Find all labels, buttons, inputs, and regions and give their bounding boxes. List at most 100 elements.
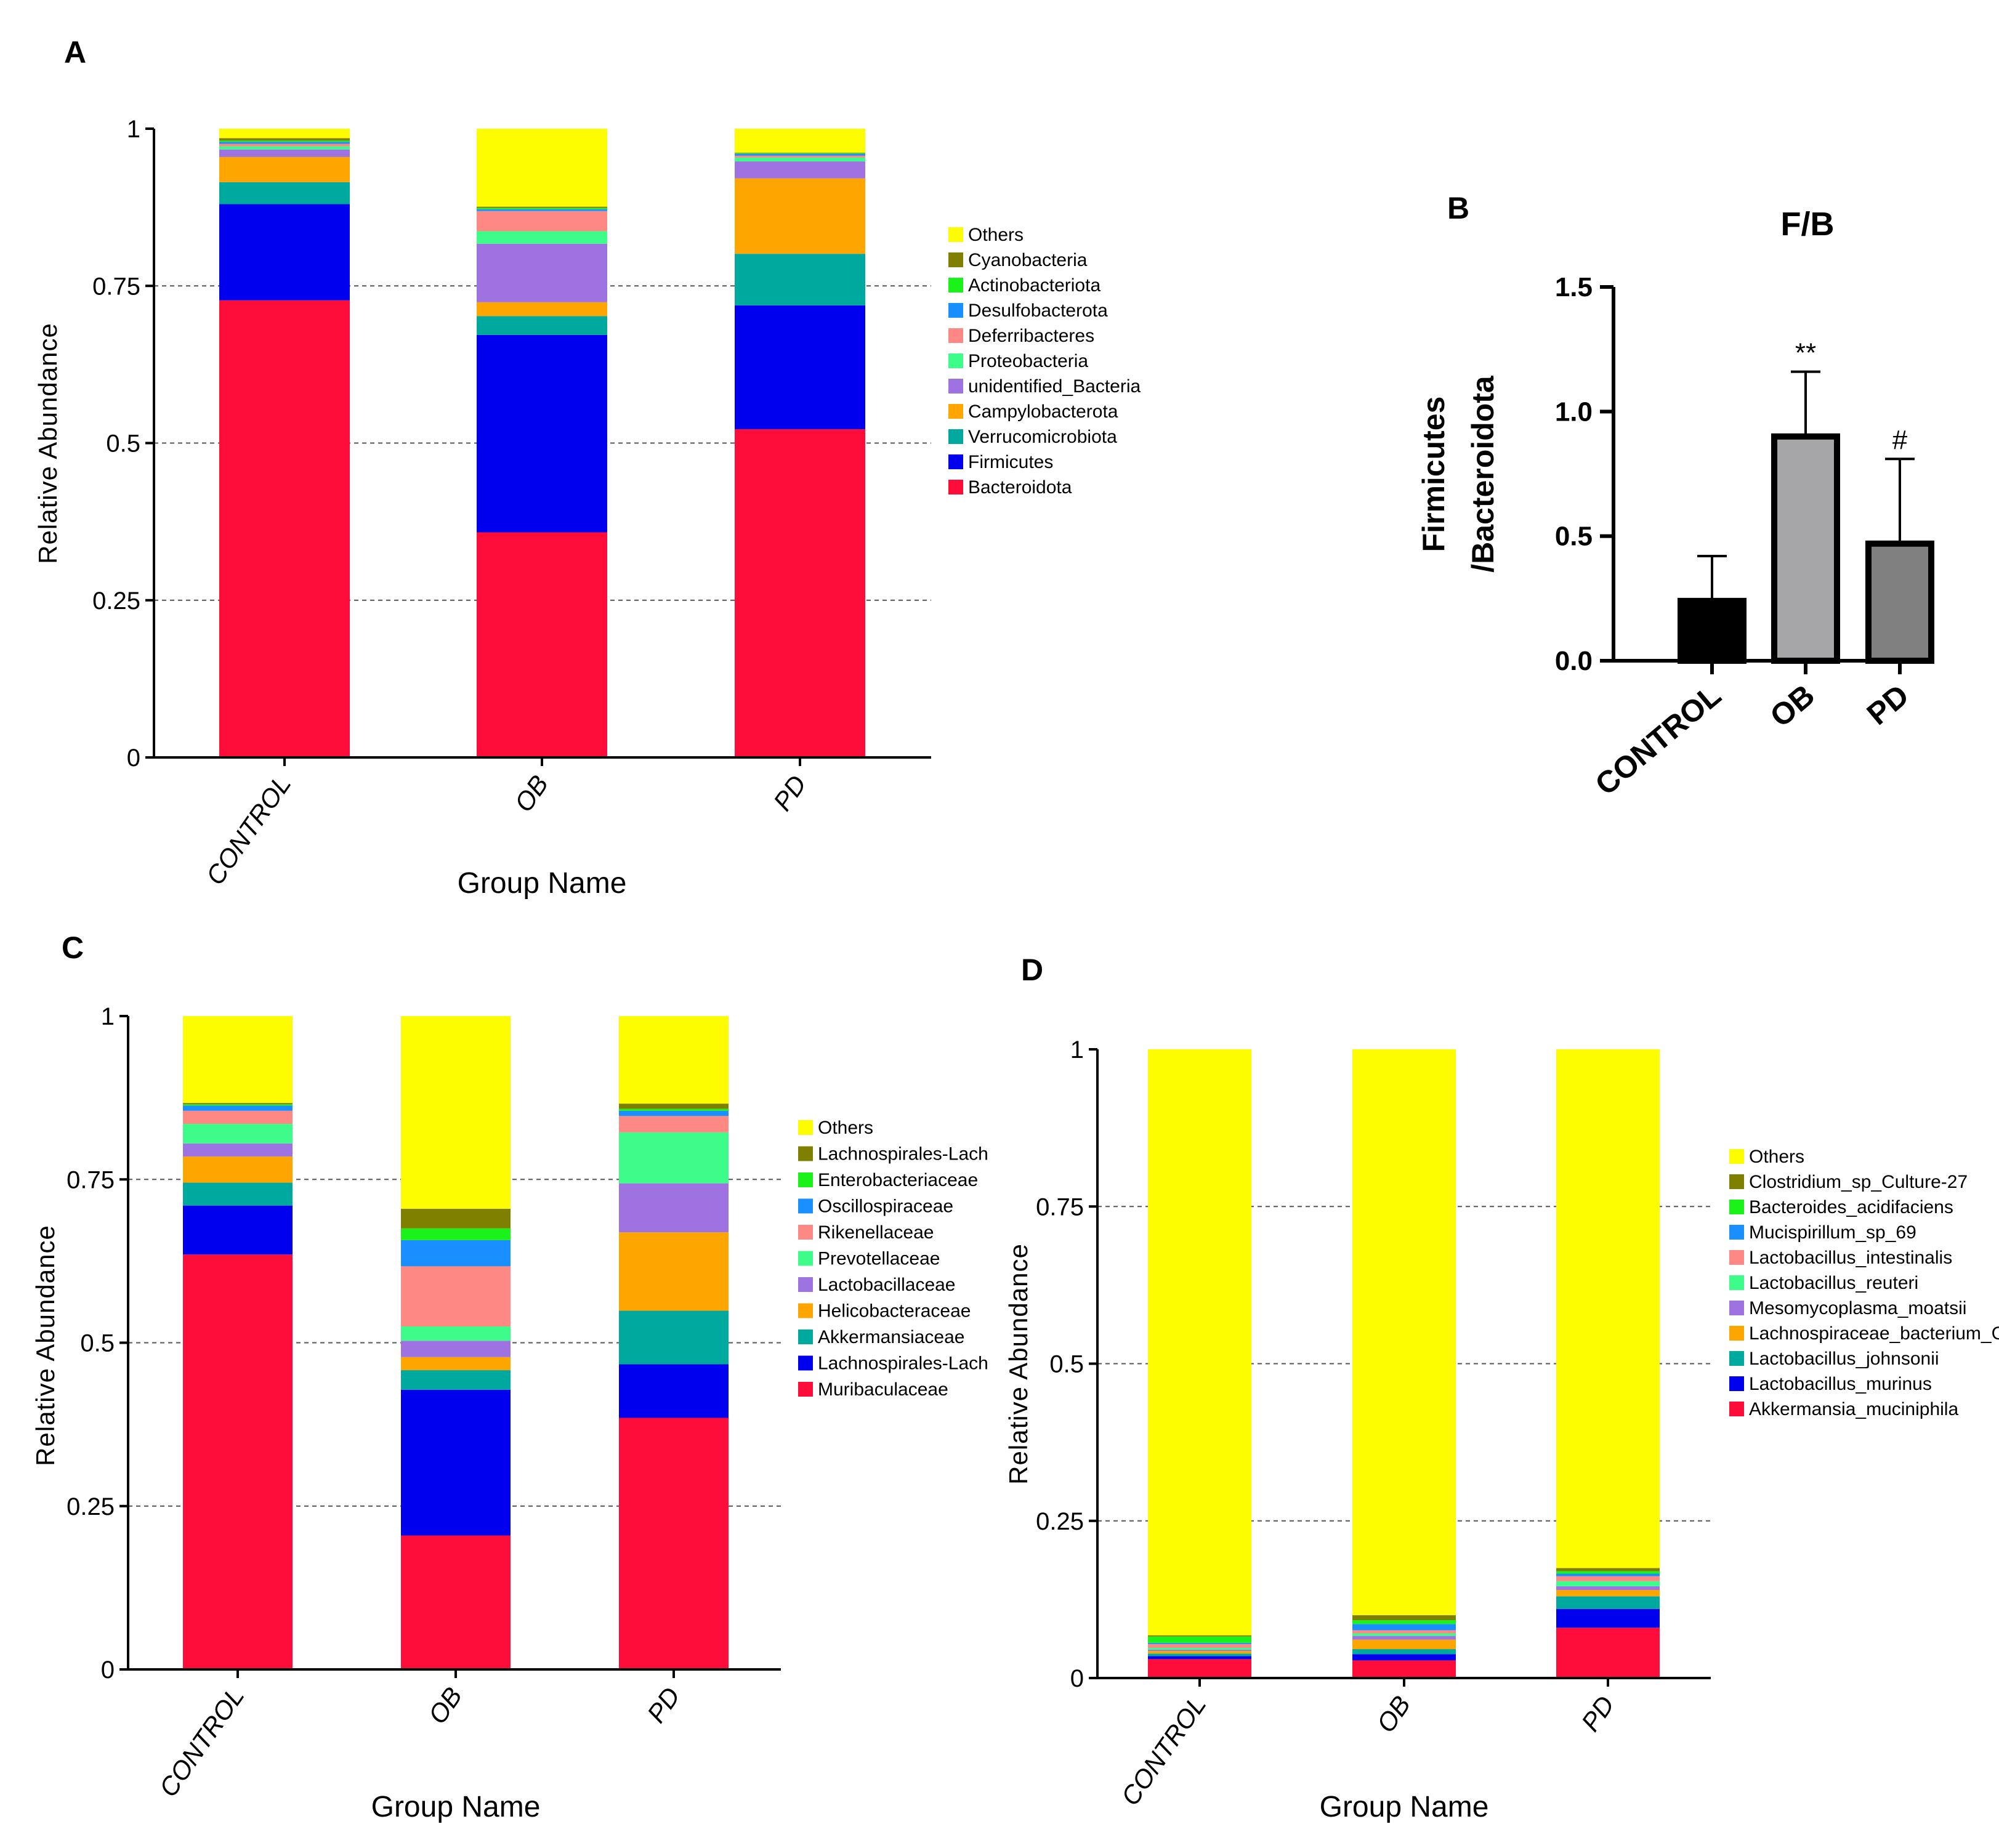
bar-ob-proteobacteria bbox=[477, 231, 607, 244]
legend-label-mesomycoplasma-moatsii: Mesomycoplasma_moatsii bbox=[1749, 1298, 1966, 1318]
y-tick-label: 1.5 bbox=[1555, 272, 1593, 302]
legend-swatch-mucispirillum-sp-69 bbox=[1729, 1225, 1744, 1240]
legend-label-mucispirillum-sp-69: Mucispirillum_sp_69 bbox=[1749, 1222, 1916, 1243]
legend-swatch-others bbox=[948, 227, 963, 242]
legend-label-proteobacteria: Proteobacteria bbox=[968, 351, 1088, 371]
y-tick-label: 0.5 bbox=[106, 430, 140, 458]
bar-ob-prevotellaceae bbox=[401, 1326, 511, 1341]
x-axis-title: Group Name bbox=[371, 1791, 541, 1823]
legend-swatch-deferribacteres bbox=[948, 328, 963, 343]
y-tick-label: 0 bbox=[127, 744, 140, 772]
bar-pd-lactobacillaceae bbox=[619, 1183, 729, 1233]
legend-swatch-lachnospirales-lach bbox=[798, 1355, 813, 1371]
panel-c: C 0 0.25 0.5 0.75 1 CONTROL OB PD Relative Abunda… bbox=[31, 930, 988, 1823]
x-tick-label-ob: OB bbox=[1371, 1690, 1416, 1738]
bar-control-lactobacillus-reuteri bbox=[1148, 1647, 1251, 1650]
bar-pd-lachnospirales-lach bbox=[619, 1364, 729, 1418]
bar-control-firmicutes bbox=[219, 204, 350, 301]
x-tick-label-pd: PD bbox=[1860, 678, 1915, 732]
bar-ob-others bbox=[1352, 1049, 1456, 1615]
legend-label-lactobacillus-murinus: Lactobacillus_murinus bbox=[1749, 1374, 1932, 1394]
legend-label-deferribacteres: Deferribacteres bbox=[968, 326, 1094, 346]
bar-pd-unidentified-bacteria bbox=[735, 161, 865, 179]
bar-pd-lachnospiraceae-bacterium-coe1 bbox=[1556, 1590, 1660, 1597]
bar-pd-bacteroides-acidifaciens bbox=[1556, 1571, 1660, 1574]
x-axis-title: Group Name bbox=[458, 867, 627, 900]
y-tick-label: 0.75 bbox=[92, 273, 140, 300]
legend-swatch-bacteroides-acidifaciens bbox=[1729, 1200, 1744, 1214]
legend-label-unidentified-bacteria: unidentified_Bacteria bbox=[968, 376, 1141, 397]
legend-label-others: Others bbox=[1749, 1147, 1804, 1167]
bar-pd bbox=[1865, 540, 1934, 664]
legend-label-prevotellaceae: Prevotellaceae bbox=[818, 1249, 940, 1269]
bar-pd-enterobacteriaceae bbox=[619, 1108, 729, 1111]
y-tick-label: 0.5 bbox=[1049, 1351, 1084, 1378]
panel-letter: C bbox=[62, 930, 84, 965]
panel-a: A 0 0.25 0.5 0.75 1 CONTROL OB PD Relative Abunda… bbox=[33, 35, 1141, 900]
bar-pd-akkermansia-muciniphila bbox=[1556, 1628, 1660, 1678]
legend-swatch-oscillospiraceae bbox=[798, 1198, 813, 1214]
bar-ob-lactobacillus-reuteri bbox=[1352, 1633, 1456, 1636]
bar-pd-akkermansiaceae bbox=[619, 1310, 729, 1365]
bar-control-desulfobacterota bbox=[219, 142, 350, 144]
bar-pd-prevotellaceae bbox=[619, 1132, 729, 1184]
bar-control-rikenellaceae bbox=[183, 1110, 293, 1124]
legend-swatch-lactobacillaceae bbox=[798, 1277, 813, 1292]
legend-label-lachnospirales-lach: Lachnospirales-Lach bbox=[818, 1354, 988, 1374]
bar-pd-clostridium-sp-culture-27 bbox=[1556, 1568, 1660, 1572]
bar-control-unidentified-bacteria bbox=[219, 149, 350, 157]
legend-swatch-muribaculaceae bbox=[798, 1382, 813, 1397]
bar-ob-others bbox=[477, 129, 607, 207]
bar-ob-lactobacillus-johnsonii bbox=[1352, 1649, 1456, 1655]
bar-control-muribaculaceae bbox=[183, 1254, 293, 1669]
bar-ob-lactobacillus-intestinalis bbox=[1352, 1630, 1456, 1634]
y-tick-label: 0.25 bbox=[67, 1493, 115, 1520]
legend-swatch-verrucomicrobiota bbox=[948, 429, 963, 444]
bar-control-clostridium-sp-culture-27 bbox=[1148, 1635, 1251, 1637]
bar-control-enterobacteriaceae bbox=[183, 1104, 293, 1106]
bar-control-verrucomicrobiota bbox=[219, 182, 350, 204]
legend-swatch-lactobacillus-johnsonii bbox=[1729, 1351, 1744, 1366]
bar-control-campylobacterota bbox=[219, 156, 350, 182]
legend-swatch-akkermansia-muciniphila bbox=[1729, 1402, 1744, 1416]
bar-ob-enterobacteriaceae bbox=[401, 1228, 511, 1240]
legend-label-lactobacillus-johnsonii: Lactobacillus_johnsonii bbox=[1749, 1349, 1939, 1369]
bar-pd-rikenellaceae bbox=[619, 1116, 729, 1132]
legend-label-others: Others bbox=[818, 1118, 873, 1138]
legend-swatch-others bbox=[1729, 1149, 1744, 1164]
legend-swatch-bacteroidota bbox=[948, 480, 963, 494]
legend-swatch-mesomycoplasma-moatsii bbox=[1729, 1301, 1744, 1315]
legend-label-oscillospiraceae: Oscillospiraceae bbox=[818, 1196, 953, 1217]
bar-pd-lactobacillus-murinus bbox=[1556, 1608, 1660, 1628]
x-tick-label-ob: OB bbox=[509, 770, 554, 817]
bar-ob-lachnospirales-lach bbox=[401, 1389, 511, 1536]
legend-label-akkermansia-muciniphila: Akkermansia_muciniphila bbox=[1749, 1399, 1958, 1419]
bar-pd-desulfobacterota bbox=[735, 153, 865, 156]
legend-swatch-cyanobacteria bbox=[948, 252, 963, 267]
bar-control-lactobacillus-murinus bbox=[1148, 1656, 1251, 1660]
bar-control-lactobacillus-intestinalis bbox=[1148, 1644, 1251, 1648]
bar-control-mesomycoplasma-moatsii bbox=[1148, 1650, 1251, 1652]
legend-label-lactobacillus-reuteri: Lactobacillus_reuteri bbox=[1749, 1273, 1918, 1293]
x-tick-label-pd: PD bbox=[1575, 1690, 1620, 1737]
legend-swatch-helicobacteraceae bbox=[798, 1303, 813, 1318]
legend-swatch-lachnospirales-lach bbox=[798, 1146, 813, 1161]
legend-label-bacteroides-acidifaciens: Bacteroides_acidifaciens bbox=[1749, 1197, 1953, 1217]
bar-pd-muribaculaceae bbox=[619, 1418, 729, 1669]
bar-ob-firmicutes bbox=[477, 334, 607, 533]
bar-ob-actinobacteriota bbox=[477, 208, 607, 209]
y-tick-label: 0 bbox=[1070, 1665, 1084, 1692]
y-tick-label: 0.25 bbox=[1036, 1508, 1084, 1535]
bar-ob-mesomycoplasma-moatsii bbox=[1352, 1636, 1456, 1640]
bar-control bbox=[1678, 597, 1747, 664]
legend-swatch-desulfobacterota bbox=[948, 303, 963, 318]
bar-control-lachnospirales-lach bbox=[183, 1103, 293, 1105]
legend-swatch-lactobacillus-reuteri bbox=[1729, 1275, 1744, 1290]
bar-pd-deferribacteres bbox=[735, 155, 865, 158]
bar-ob-lachnospiraceae-bacterium-coe1 bbox=[1352, 1639, 1456, 1650]
bar-pd-actinobacteriota bbox=[735, 153, 865, 154]
bar-control-others bbox=[1148, 1049, 1251, 1636]
x-tick-label-control: CONTROL bbox=[1115, 1690, 1211, 1810]
chart-title: F/B bbox=[1781, 206, 1835, 243]
legend-label-firmicutes: Firmicutes bbox=[968, 452, 1053, 472]
